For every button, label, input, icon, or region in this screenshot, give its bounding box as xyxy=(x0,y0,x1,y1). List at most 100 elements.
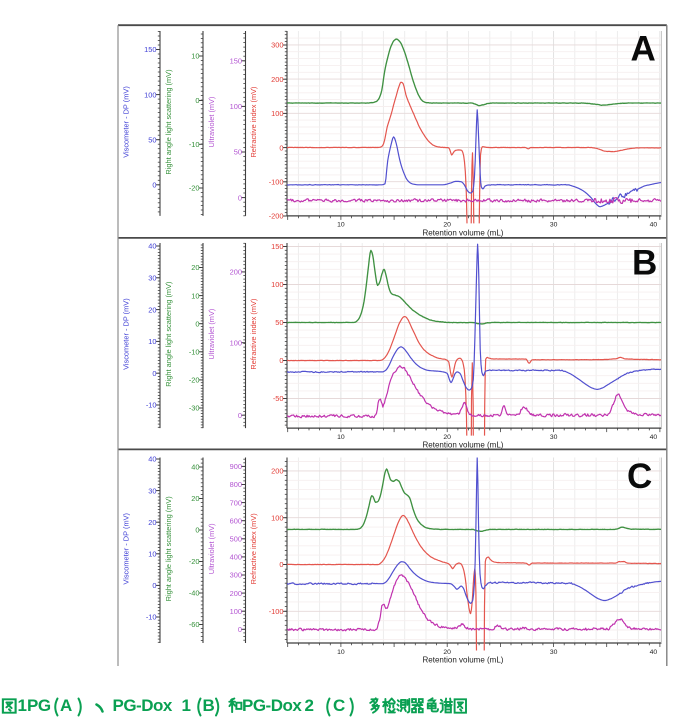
svg-text:10: 10 xyxy=(337,649,345,656)
svg-text:0: 0 xyxy=(238,193,242,202)
svg-text:-10: -10 xyxy=(146,401,157,410)
svg-text:700: 700 xyxy=(230,498,242,507)
svg-text:Refractive index (mV): Refractive index (mV) xyxy=(249,86,258,157)
svg-text:Viscometer - DP (mV): Viscometer - DP (mV) xyxy=(122,86,131,158)
svg-text:300: 300 xyxy=(230,571,242,580)
svg-text:0: 0 xyxy=(195,526,199,535)
svg-text:0: 0 xyxy=(279,356,283,365)
svg-text:Refractive index (mV): Refractive index (mV) xyxy=(249,299,258,370)
svg-text:-10: -10 xyxy=(189,140,200,149)
svg-text:20: 20 xyxy=(443,222,451,229)
svg-text:-20: -20 xyxy=(189,557,200,566)
svg-text:-100: -100 xyxy=(269,178,284,187)
svg-text:30: 30 xyxy=(550,649,558,656)
svg-text:Viscometer - DP (mV): Viscometer - DP (mV) xyxy=(122,513,131,585)
svg-text:200: 200 xyxy=(230,589,242,598)
svg-text:-100: -100 xyxy=(269,607,284,616)
svg-text:C: C xyxy=(627,457,652,496)
svg-text:20: 20 xyxy=(148,305,156,314)
svg-text:20: 20 xyxy=(191,494,199,503)
svg-text:B: B xyxy=(632,244,657,283)
svg-text:30: 30 xyxy=(550,222,558,229)
svg-text:A: A xyxy=(631,30,656,69)
svg-text:10: 10 xyxy=(337,434,345,441)
svg-text:40: 40 xyxy=(148,242,156,251)
svg-text:-10: -10 xyxy=(189,348,200,357)
svg-text:500: 500 xyxy=(230,535,242,544)
svg-text:400: 400 xyxy=(230,553,242,562)
svg-text:Ultraviolet (mV): Ultraviolet (mV) xyxy=(207,523,216,574)
svg-text:Ultraviolet (mV): Ultraviolet (mV) xyxy=(207,97,216,148)
svg-text:-50: -50 xyxy=(273,394,284,403)
svg-text:10: 10 xyxy=(148,337,156,346)
svg-text:20: 20 xyxy=(191,263,199,272)
svg-text:10: 10 xyxy=(191,291,199,300)
svg-text:150: 150 xyxy=(230,57,242,66)
svg-text:50: 50 xyxy=(234,148,242,157)
svg-text:600: 600 xyxy=(230,516,242,525)
svg-text:30: 30 xyxy=(550,434,558,441)
svg-text:40: 40 xyxy=(650,434,658,441)
svg-text:Refractive index (mV): Refractive index (mV) xyxy=(249,513,258,584)
svg-text:PG-Dox: PG-Dox xyxy=(242,696,302,715)
svg-text:150: 150 xyxy=(271,242,283,251)
svg-text:2: 2 xyxy=(305,696,314,715)
svg-text:0: 0 xyxy=(152,581,156,590)
svg-text:0: 0 xyxy=(195,96,199,105)
svg-text:PG: PG xyxy=(27,696,51,715)
svg-text:100: 100 xyxy=(271,109,283,118)
svg-text:Viscometer - DP (mV): Viscometer - DP (mV) xyxy=(122,298,131,370)
svg-text:100: 100 xyxy=(271,280,283,289)
svg-text:-200: -200 xyxy=(269,212,284,221)
svg-text:10: 10 xyxy=(148,550,156,559)
svg-text:20: 20 xyxy=(443,649,451,656)
svg-text:30: 30 xyxy=(148,274,156,283)
svg-text:100: 100 xyxy=(230,338,242,347)
svg-text:Ultraviolet (mV): Ultraviolet (mV) xyxy=(207,309,216,360)
svg-text:10: 10 xyxy=(191,52,199,61)
svg-text:1: 1 xyxy=(182,696,191,715)
svg-text:150: 150 xyxy=(144,45,156,54)
svg-text:900: 900 xyxy=(230,462,242,471)
svg-text:10: 10 xyxy=(337,222,345,229)
svg-text:800: 800 xyxy=(230,480,242,489)
svg-text:B: B xyxy=(203,696,215,715)
svg-text:-60: -60 xyxy=(189,620,200,629)
svg-text:-20: -20 xyxy=(189,376,200,385)
svg-text:40: 40 xyxy=(650,222,658,229)
svg-text:0: 0 xyxy=(279,143,283,152)
svg-text:100: 100 xyxy=(230,607,242,616)
svg-text:1: 1 xyxy=(18,696,27,715)
svg-text:-20: -20 xyxy=(189,184,200,193)
svg-text:PG-Dox: PG-Dox xyxy=(113,696,173,715)
svg-text:50: 50 xyxy=(275,318,283,327)
svg-text:-10: -10 xyxy=(146,613,157,622)
svg-text:Right angle light scattering (: Right angle light scattering (mV) xyxy=(164,282,173,387)
svg-text:20: 20 xyxy=(148,518,156,527)
svg-text:40: 40 xyxy=(191,463,199,472)
svg-text:30: 30 xyxy=(148,486,156,495)
svg-text:0: 0 xyxy=(152,369,156,378)
svg-text:40: 40 xyxy=(650,649,658,656)
svg-text:50: 50 xyxy=(148,135,156,144)
svg-text:0: 0 xyxy=(238,625,242,634)
svg-text:100: 100 xyxy=(271,513,283,522)
svg-text:Retention volume (mL): Retention volume (mL) xyxy=(423,229,504,238)
svg-text:-30: -30 xyxy=(189,404,200,413)
svg-text:200: 200 xyxy=(271,75,283,84)
svg-text:100: 100 xyxy=(230,102,242,111)
svg-text:0: 0 xyxy=(238,411,242,420)
svg-text:100: 100 xyxy=(144,90,156,99)
svg-text:C: C xyxy=(333,696,345,715)
svg-text:Retention volume (mL): Retention volume (mL) xyxy=(423,656,504,665)
svg-text:20: 20 xyxy=(443,434,451,441)
svg-text:0: 0 xyxy=(279,560,283,569)
svg-text:Retention volume (mL): Retention volume (mL) xyxy=(423,441,504,450)
svg-text:200: 200 xyxy=(271,467,283,476)
svg-text:0: 0 xyxy=(152,181,156,190)
svg-text:300: 300 xyxy=(271,41,283,50)
svg-text:200: 200 xyxy=(230,268,242,277)
svg-text:Right angle light scattering (: Right angle light scattering (mV) xyxy=(164,69,173,174)
svg-text:A: A xyxy=(60,696,72,715)
svg-text:-40: -40 xyxy=(189,589,200,598)
